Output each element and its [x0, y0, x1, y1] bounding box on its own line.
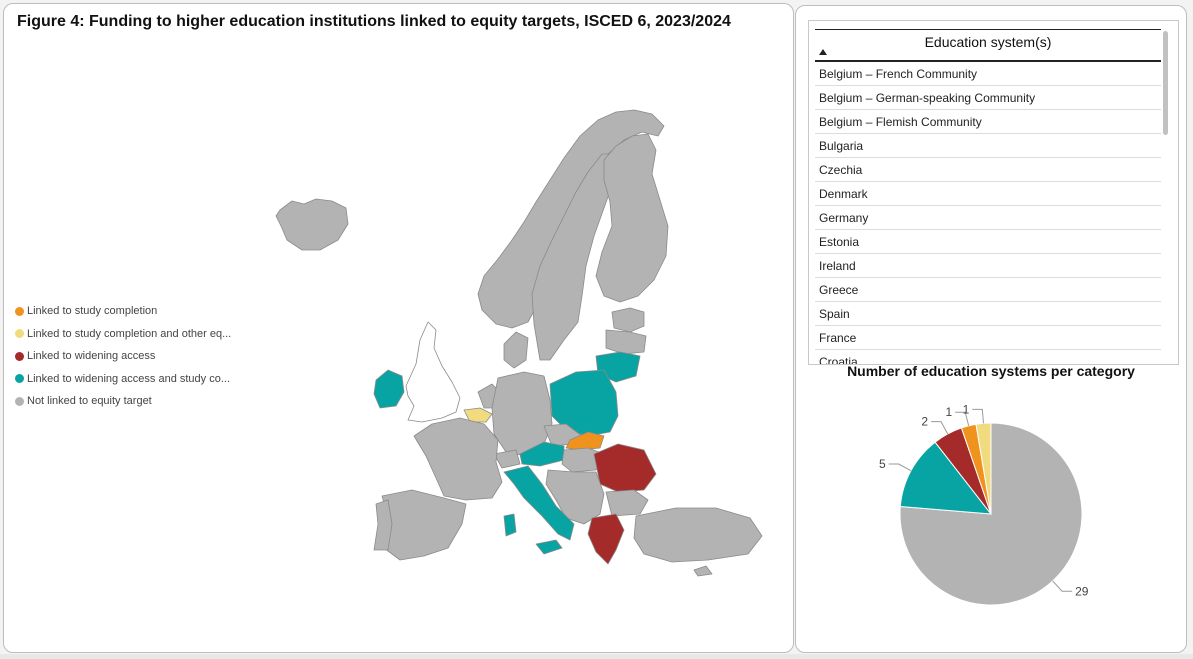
map-region-bulgaria[interactable]: [605, 489, 649, 517]
legend-label: Not linked to equity target: [27, 395, 152, 408]
table-row[interactable]: Ireland: [815, 254, 1161, 278]
map-region-turkey[interactable]: [633, 507, 763, 563]
legend-item[interactable]: Linked to study completion: [15, 300, 231, 323]
map-region-iceland[interactable]: [275, 198, 349, 251]
map-panel: Figure 4: Funding to higher education in…: [3, 3, 794, 653]
pie-leader-line: [972, 408, 984, 424]
map-region-sardinia[interactable]: [503, 513, 517, 537]
side-panel: Education system(s) Belgium – French Com…: [795, 5, 1187, 653]
table-row[interactable]: Belgium – French Community: [815, 62, 1161, 86]
legend-label: Linked to study completion and other eq.…: [27, 327, 232, 340]
map-legend: Linked to study completion Linked to stu…: [15, 300, 231, 413]
map-region-hungary[interactable]: [561, 447, 605, 473]
legend-swatch: [15, 396, 24, 406]
legend-label: Linked to widening access and study co..…: [27, 372, 231, 385]
table-row[interactable]: Belgium – German-speaking Community: [815, 86, 1161, 110]
legend-item[interactable]: Linked to widening access and study co..…: [15, 368, 231, 391]
map-region-switzerland[interactable]: [493, 449, 521, 469]
table-row[interactable]: France: [815, 326, 1161, 350]
europe-map[interactable]: [4, 4, 795, 654]
table-row[interactable]: Czechia: [815, 158, 1161, 182]
pie-slice[interactable]: [899, 441, 993, 515]
map-region-ireland[interactable]: [373, 369, 405, 409]
table-row[interactable]: Belgium – Flemish Community: [815, 110, 1161, 134]
map-region-latvia[interactable]: [605, 329, 647, 355]
map-region-romania[interactable]: [593, 443, 657, 493]
legend-swatch: [15, 306, 24, 316]
pie-leader-line: [931, 421, 949, 435]
bottom-strip: [0, 654, 1193, 659]
table-row[interactable]: Spain: [815, 302, 1161, 326]
legend-label: Linked to study completion: [27, 305, 158, 318]
legend-item[interactable]: Linked to widening access: [15, 345, 231, 368]
table-rows: Belgium – French Community Belgium – Ger…: [815, 62, 1161, 364]
pie-leader-line: [888, 463, 912, 472]
map-region-italy[interactable]: [503, 465, 575, 541]
map-region-poland[interactable]: [549, 369, 619, 437]
map-region-uk[interactable]: [405, 321, 461, 423]
legend-swatch: [15, 351, 24, 361]
map-region-greece[interactable]: [587, 513, 625, 565]
map-region-portugal[interactable]: [373, 499, 393, 551]
map-region-spain[interactable]: [381, 489, 467, 561]
map-region-cyprus[interactable]: [693, 565, 713, 577]
table-row[interactable]: Greece: [815, 278, 1161, 302]
pie-data-label: 2: [921, 415, 928, 429]
legend-swatch: [15, 329, 24, 339]
table-header-label: Education system(s): [924, 34, 1052, 50]
map-region-france[interactable]: [413, 417, 503, 501]
pie-chart[interactable]: 29 5 2 1 1: [796, 6, 1186, 652]
table-scrollbar[interactable]: [1163, 31, 1168, 135]
pie-data-label: 29: [1075, 584, 1089, 598]
table-row[interactable]: Germany: [815, 206, 1161, 230]
map-region-finland[interactable]: [595, 133, 669, 303]
education-systems-table[interactable]: Education system(s) Belgium – French Com…: [808, 20, 1179, 365]
table-row[interactable]: Croatia: [815, 350, 1161, 364]
legend-item[interactable]: Not linked to equity target: [15, 390, 231, 413]
map-region-estonia[interactable]: [611, 307, 645, 333]
pie-leader-line: [1052, 580, 1073, 592]
pie-leader-line: [955, 411, 970, 426]
sort-ascending-icon[interactable]: [819, 49, 827, 55]
legend-item[interactable]: Linked to study completion and other eq.…: [15, 323, 231, 346]
pie-data-label: 5: [879, 457, 886, 471]
map-region-sicily[interactable]: [535, 539, 563, 555]
legend-swatch: [15, 374, 24, 384]
pie-data-label: 1: [963, 402, 970, 416]
table-row[interactable]: Estonia: [815, 230, 1161, 254]
map-region-slovakia[interactable]: [565, 431, 605, 451]
table-row[interactable]: Denmark: [815, 182, 1161, 206]
pie-chart-title: Number of education systems per category: [847, 363, 1135, 379]
legend-label: Linked to widening access: [27, 350, 156, 363]
pie-data-label: 1: [946, 405, 953, 419]
map-region-denmark[interactable]: [503, 331, 529, 369]
table-row[interactable]: Bulgaria: [815, 134, 1161, 158]
table-header[interactable]: Education system(s): [815, 29, 1161, 62]
figure-title: Figure 4: Funding to higher education in…: [17, 13, 731, 30]
